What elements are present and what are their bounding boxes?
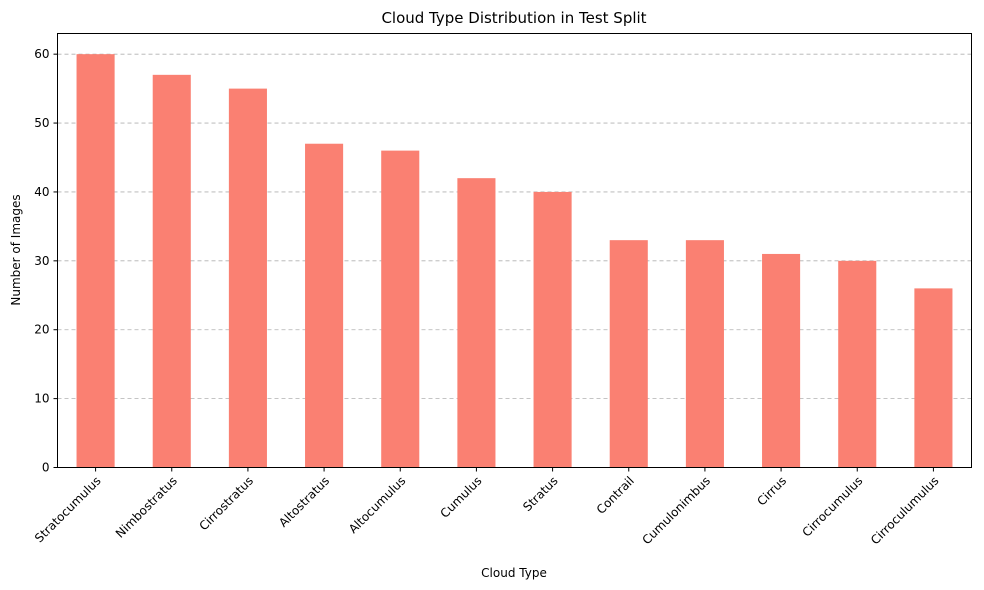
bar-altocumulus	[381, 150, 420, 468]
y-tick-label: 40	[34, 185, 49, 199]
plot-frame	[57, 33, 972, 468]
y-tick-label: 10	[34, 392, 49, 406]
x-tick-label: Contrail	[594, 474, 637, 517]
gridlines	[57, 53, 972, 468]
x-tick-label: Stratocumulus	[32, 474, 104, 546]
bar-cirroculumulus	[914, 288, 953, 468]
bar-cumulus	[457, 178, 496, 468]
y-ticks: 0 10 20 30 40 50 60	[34, 47, 58, 475]
x-tick-label: Cumulonimbus	[639, 474, 713, 548]
bar-cirrus	[762, 253, 801, 468]
x-tick-label: Cirrocumulus	[800, 474, 866, 540]
bar-cirrocumulus	[838, 260, 877, 468]
x-tick-label: Altocumulus	[346, 474, 408, 536]
y-axis-label: Number of Images	[9, 194, 23, 305]
chart-title: Cloud Type Distribution in Test Split	[381, 9, 646, 27]
x-tick-label: Nimbostratus	[113, 474, 180, 541]
bar-cirrostratus	[228, 88, 267, 468]
y-tick-label: 50	[34, 116, 49, 130]
bar-stratus	[533, 191, 572, 468]
axes	[57, 33, 972, 468]
bar-stratocumulus	[76, 54, 115, 468]
bar-contrail	[609, 240, 648, 468]
x-axis-label: Cloud Type	[481, 566, 547, 580]
x-tick-label: Cirroculumulus	[868, 474, 942, 548]
x-tick-label: Altostratus	[276, 474, 332, 530]
x-ticks: Stratocumulus Nimbostratus Cirrostratus Alt…	[32, 467, 942, 548]
bars	[76, 54, 953, 468]
x-tick-label: Cirrostratus	[196, 474, 256, 534]
y-tick-label: 0	[42, 461, 50, 475]
bar-altostratus	[305, 143, 344, 468]
x-tick-label: Cirrus	[754, 474, 789, 509]
y-tick-label: 30	[34, 254, 49, 268]
bar-cumulonimbus	[685, 240, 724, 468]
y-tick-label: 60	[34, 47, 49, 61]
x-tick-label: Cumulus	[438, 474, 485, 521]
x-tick-label: Stratus	[520, 474, 560, 514]
bar-nimbostratus	[152, 74, 191, 468]
y-tick-label: 20	[34, 323, 49, 337]
